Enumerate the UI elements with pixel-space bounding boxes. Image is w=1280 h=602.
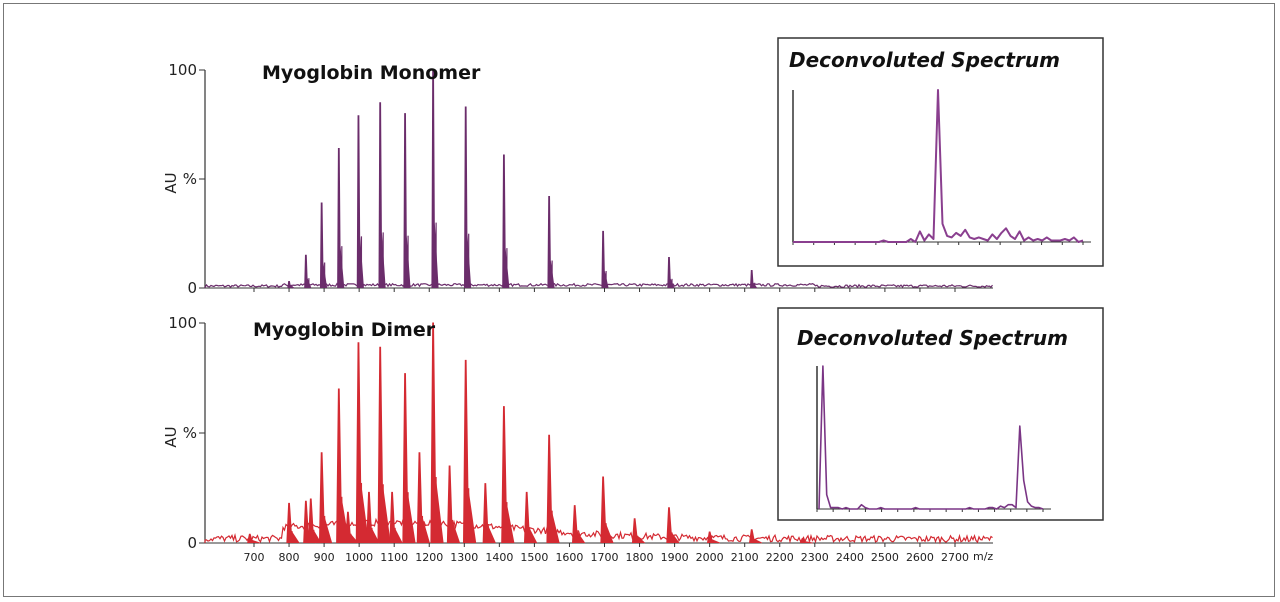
spectrum-baseline (204, 517, 993, 545)
x-tick-label: 900 (314, 551, 335, 564)
y-axis-label: AU (162, 426, 180, 447)
spectrum-peak (337, 147, 345, 289)
y-tick-label: 0 (187, 534, 197, 552)
x-tick-label: 1200 (415, 551, 443, 564)
spectrum-panel-dimer: 100% 0 AU Myoglobin Dimer (162, 314, 993, 552)
x-tick-label: 1500 (520, 551, 548, 564)
spectrum-peak (572, 505, 586, 544)
x-tick-label: 800 (279, 551, 300, 564)
spectrum-peak (431, 69, 439, 289)
spectrum-peak (502, 154, 510, 289)
spectrum-peak (355, 342, 369, 544)
spectrum-peak (430, 322, 444, 544)
inset-spectrum-line (818, 365, 1044, 510)
spectrum-peak (416, 452, 430, 544)
spectrum-peak (666, 507, 680, 544)
x-tick-label: 2400 (836, 551, 864, 564)
deconvoluted-inset-monomer: Deconvoluted Spectrum (777, 37, 1104, 267)
spectrum-peak (464, 106, 472, 289)
x-tick-label: 2500 (871, 551, 899, 564)
y-tick-label: % (183, 424, 197, 442)
spectrum-peak (319, 202, 328, 289)
x-tick-label: 1700 (591, 551, 619, 564)
spectrum-peak (366, 491, 380, 544)
spectrum-peak (501, 406, 515, 544)
x-tick-label: 2600 (906, 551, 934, 564)
y-tick-label: 0 (187, 279, 197, 297)
spectrum-peak (286, 502, 300, 544)
spectrum-peak (601, 230, 609, 289)
x-tick-label: 1100 (380, 551, 408, 564)
spectrum-peak (403, 113, 411, 289)
spectrum-peak (345, 511, 359, 544)
x-tick-label: 2700 (941, 551, 969, 564)
x-tick-label: 1600 (555, 551, 583, 564)
x-tick-label: 2000 (696, 551, 724, 564)
y-tick-label: 100 (168, 314, 197, 332)
spectrum-peak (318, 452, 333, 544)
x-tick-label: 700 (244, 551, 265, 564)
spectrum-peak (402, 373, 416, 544)
x-tick-labels: 700 800 900 1000 1100 1200 1300 1400 1500 1600 170… (244, 550, 994, 564)
spectrum-peak (356, 115, 364, 289)
x-tick-label: 1400 (485, 551, 513, 564)
spectrum-peak (750, 270, 758, 289)
spectrum-panel-monomer: 100% 0 AU Myoglobin Monomer (162, 61, 993, 297)
spectrum-peak (247, 533, 260, 544)
spectrum-peak (389, 491, 403, 544)
x-unit-label: m/z (973, 550, 993, 563)
spectrum-peak (482, 483, 496, 544)
spectrum-peak (546, 434, 560, 544)
inset-spectrum-line (793, 89, 1084, 243)
x-tick-label: 1900 (661, 551, 689, 564)
inset-title: Deconvoluted Spectrum (789, 48, 1060, 72)
deconvoluted-inset-dimer: Deconvoluted Spectrum (777, 307, 1104, 521)
x-tick-label: 1300 (450, 551, 478, 564)
spectrum-peak (446, 465, 461, 544)
spectrum-peak (308, 498, 322, 544)
spectrum-peak (377, 346, 391, 544)
y-tick-label: 100 (168, 61, 197, 79)
spectrum-peak (378, 102, 386, 289)
y-axis-label: AU (162, 172, 180, 193)
spectrum-peak (336, 388, 350, 544)
x-tick-label: 2200 (766, 551, 794, 564)
spectrum-peak (706, 531, 720, 544)
x-tick-label: 2300 (801, 551, 829, 564)
spectrum-peak (749, 529, 762, 544)
x-tick-label: 2100 (731, 551, 759, 564)
spectrum-peak (547, 195, 555, 289)
spectrum-title: Myoglobin Monomer (262, 62, 481, 84)
spectrum-peak (304, 254, 312, 289)
spectrum-peak (600, 476, 614, 544)
x-tick-label: 1000 (345, 551, 373, 564)
spectrum-peak (523, 491, 538, 544)
x-tick-label: 1800 (626, 551, 654, 564)
inset-title: Deconvoluted Spectrum (797, 326, 1068, 350)
y-tick-label: % (183, 170, 197, 188)
spectrum-peak (463, 359, 477, 544)
spectrum-title: Myoglobin Dimer (253, 319, 436, 341)
inset-frame (777, 307, 1104, 521)
figure-frame (3, 3, 1275, 597)
spectrum-baseline (204, 282, 993, 289)
spectrum-peak (799, 538, 813, 544)
spectrum-peak (631, 518, 645, 544)
